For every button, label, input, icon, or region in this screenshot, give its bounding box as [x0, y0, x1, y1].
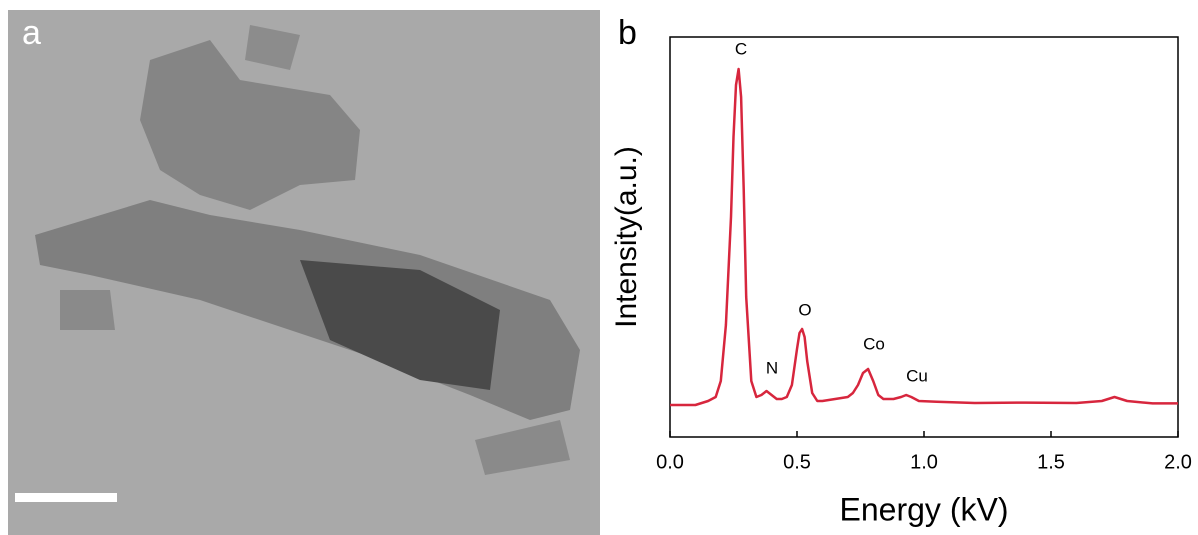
y-axis-label: Intensity(a.u.) [610, 146, 643, 328]
x-axis-label: Energy (kV) [840, 491, 1009, 527]
particle [245, 25, 300, 70]
peak-label: C [735, 39, 747, 58]
spectrum-line [670, 67, 1178, 407]
tem-image: a [8, 10, 600, 535]
scale-bar [15, 493, 117, 502]
x-tick-label: 1.0 [910, 451, 938, 473]
particle [60, 290, 115, 330]
particle [140, 40, 360, 210]
panel-label: a [22, 14, 41, 52]
peak-label: O [798, 300, 811, 319]
peak-label: Cu [906, 366, 928, 385]
x-tick-label: 0.0 [656, 451, 684, 473]
x-tick-label: 0.5 [783, 451, 811, 473]
peak-label: N [766, 358, 778, 377]
panel-label: b [618, 14, 637, 52]
peak-label: Co [863, 334, 885, 353]
x-tick-label: 1.5 [1037, 451, 1065, 473]
particle-core [300, 260, 500, 390]
x-tick-label: 2.0 [1164, 451, 1192, 473]
particle [475, 420, 570, 475]
